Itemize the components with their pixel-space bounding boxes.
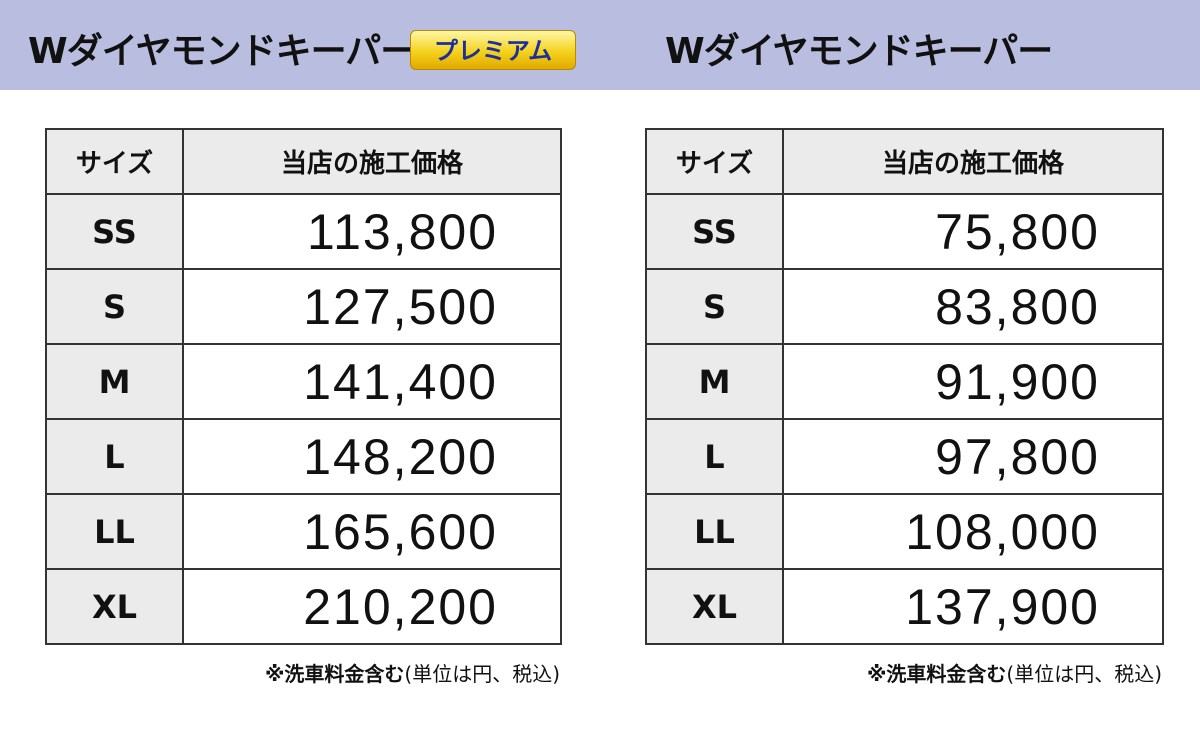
price-cell: 108,000 [782, 493, 1164, 570]
table-row: LL 165,600 [45, 493, 562, 570]
price-cell: 165,600 [182, 493, 562, 570]
price-table: サイズ 当店の施工価格 SS 113,800 S 127,500 M 141,400 L 148,… [45, 128, 562, 645]
left-title: Wダイヤモンドキーパー [28, 31, 416, 72]
header-row: サイズ 当店の施工価格 [645, 128, 1164, 195]
price-cell: 91,900 [782, 343, 1164, 420]
note-rest: (単位は円、税込) [1006, 662, 1162, 686]
table-row: M 91,900 [645, 343, 1164, 420]
table-row: XL 210,200 [45, 568, 562, 645]
size-cell: SS [645, 193, 784, 270]
size-cell: LL [645, 493, 784, 570]
price-cell: 127,500 [182, 268, 562, 345]
note: ※洗車料金含む(単位は円、税込) [265, 658, 560, 687]
size-cell: LL [45, 493, 184, 570]
size-cell: XL [45, 568, 184, 645]
table-row: M 141,400 [45, 343, 562, 420]
price-cell: 137,900 [782, 568, 1164, 645]
price-cell: 97,800 [782, 418, 1164, 495]
column-header: 当店の施工価格 [182, 128, 562, 195]
header-row: サイズ 当店の施工価格 [45, 128, 562, 195]
note-emphasis: ※洗車料金含む [264, 662, 405, 686]
size-cell: S [45, 268, 184, 345]
table-row: S 83,800 [645, 268, 1164, 345]
size-cell: M [645, 343, 784, 420]
size-cell: S [645, 268, 784, 345]
note: ※洗車料金含む(単位は円、税込) [867, 658, 1162, 687]
size-cell: SS [45, 193, 184, 270]
size-cell: M [45, 343, 184, 420]
size-cell: L [645, 418, 784, 495]
table-row: L 97,800 [645, 418, 1164, 495]
column-header: サイズ [45, 128, 184, 195]
column-header: 当店の施工価格 [782, 128, 1164, 195]
price-cell: 83,800 [782, 268, 1164, 345]
price-cell: 113,800 [182, 193, 562, 270]
size-cell: XL [645, 568, 784, 645]
note-emphasis: ※洗車料金含む [866, 662, 1007, 686]
table-row: XL 137,900 [645, 568, 1164, 645]
price-cell: 141,400 [182, 343, 562, 420]
table-row: SS 113,800 [45, 193, 562, 270]
price-cell: 210,200 [182, 568, 562, 645]
table-row: S 127,500 [45, 268, 562, 345]
table-row: L 148,200 [45, 418, 562, 495]
header-band [0, 0, 1200, 90]
note-rest: (単位は円、税込) [404, 662, 560, 686]
table-row: LL 108,000 [645, 493, 1164, 570]
column-header: サイズ [645, 128, 784, 195]
price-cell: 148,200 [182, 418, 562, 495]
table-row: SS 75,800 [645, 193, 1164, 270]
price-cell: 75,800 [782, 193, 1164, 270]
size-cell: L [45, 418, 184, 495]
right-title: Wダイヤモンドキーパー [665, 31, 1053, 72]
price-table: サイズ 当店の施工価格 SS 75,800 S 83,800 M 91,900 L 97,800 L… [645, 128, 1164, 645]
premium-badge: プレミアム [410, 30, 576, 70]
